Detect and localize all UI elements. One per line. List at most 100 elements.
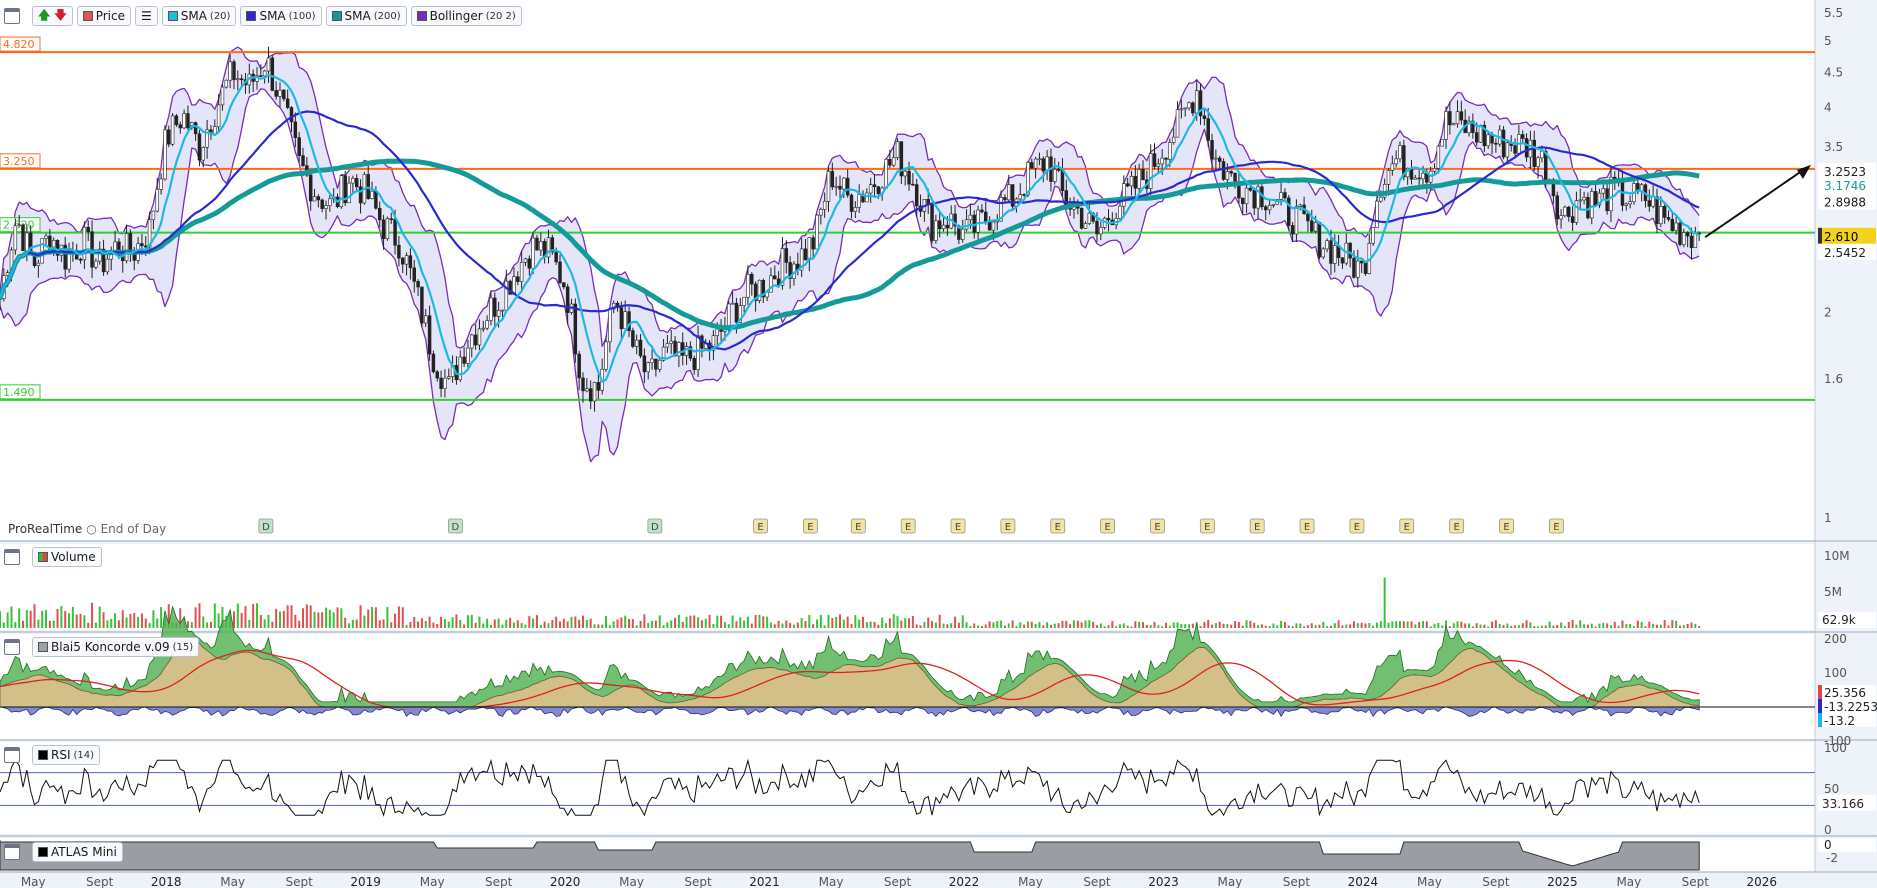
volume-bar (167, 604, 170, 628)
volume-bar (348, 623, 351, 628)
event-marker[interactable] (1150, 518, 1165, 534)
event-marker[interactable] (647, 518, 663, 534)
volume-bar (1046, 622, 1049, 628)
candle-body (819, 209, 823, 216)
candle-body (1628, 201, 1632, 205)
rsi-axis-tick: 0 (1824, 823, 1832, 837)
event-marker[interactable] (1349, 518, 1365, 534)
candle-body (592, 382, 597, 402)
price-type-button[interactable]: Price (76, 6, 131, 26)
candle-body (799, 248, 804, 271)
event-marker[interactable] (1299, 518, 1315, 534)
volume-bar (1682, 625, 1685, 628)
volume-bar (1506, 623, 1509, 628)
event-marker[interactable] (1399, 518, 1415, 534)
window-icon[interactable] (4, 747, 20, 763)
volume-bar (309, 605, 312, 628)
volume-bar (846, 616, 849, 628)
atlas-button[interactable]: ATLAS Mini (32, 842, 123, 862)
event-marker[interactable] (950, 518, 966, 534)
volume-bar (298, 620, 301, 628)
volume-bar (980, 625, 983, 628)
rsi-panel[interactable] (0, 742, 1815, 834)
volume-bar (248, 619, 251, 628)
event-marker[interactable] (900, 518, 916, 534)
volume-bar (1517, 625, 1520, 628)
event-marker[interactable] (1499, 518, 1514, 534)
trend-arrow-head (1797, 164, 1811, 179)
volume-bar (286, 605, 289, 628)
event-marker[interactable] (258, 518, 274, 534)
koncorde-button[interactable]: Blai5 Koncorde v.09 (15) (32, 637, 200, 657)
volume-button[interactable]: Volume (32, 547, 102, 567)
volume-bar (965, 622, 968, 628)
arrow-up-icon: 🡅 (38, 7, 51, 22)
event-marker[interactable] (1548, 518, 1564, 534)
candle-body (1394, 158, 1398, 165)
candle-body (427, 315, 432, 355)
x-axis-tick: May (21, 875, 46, 888)
trend-arrow-line (1704, 168, 1806, 239)
candle-body (320, 199, 324, 209)
candle-body (1578, 199, 1583, 202)
candle-body (1563, 206, 1567, 216)
event-marker[interactable] (1050, 518, 1066, 534)
last-price-value: 2.610 (1824, 230, 1858, 244)
candle-body (680, 342, 685, 356)
window-icon[interactable] (4, 639, 20, 655)
volume-panel[interactable] (0, 544, 1815, 630)
volume-bar (654, 620, 657, 628)
price-button[interactable]: 🡅 🡇 (32, 6, 73, 26)
candle-body (930, 204, 934, 241)
event-marker[interactable] (1249, 518, 1265, 534)
rsi-button[interactable]: RSI (14) (32, 745, 101, 765)
volume-bar (919, 625, 922, 628)
x-axis-tick: Sept (884, 875, 912, 888)
event-marker[interactable] (1100, 518, 1116, 534)
candle-body (634, 339, 639, 347)
indicator-sma100-button[interactable]: SMA (100) (240, 6, 322, 26)
bollinger-lower-value-edge (1818, 243, 1822, 260)
volume-bar (336, 607, 339, 628)
volume-bar (666, 622, 669, 628)
candle-body (968, 214, 973, 221)
volume-bar (489, 625, 492, 628)
event-marker[interactable] (1199, 518, 1215, 534)
volume-bar (1080, 622, 1083, 628)
volume-bar (1291, 626, 1294, 628)
indicator-bollinger-button[interactable]: Bollinger (20 2) (410, 6, 522, 26)
event-marker[interactable] (753, 518, 768, 534)
window-icon[interactable] (4, 844, 20, 860)
volume-bar (41, 610, 44, 628)
sma20-value: 2.8988 (1824, 196, 1866, 210)
candle-body (1225, 171, 1230, 180)
volume-bar (781, 623, 784, 628)
indicator-sma200-button[interactable]: SMA (200) (325, 6, 407, 26)
volume-bar (1544, 625, 1547, 628)
event-marker[interactable] (803, 518, 818, 534)
event-marker[interactable] (1000, 518, 1016, 534)
indicator-list-button[interactable]: ☰ (134, 6, 158, 26)
x-axis-tick: Sept (684, 875, 712, 888)
level-label-box (0, 36, 41, 52)
event-marker[interactable] (850, 518, 866, 534)
candle-body (1685, 232, 1690, 237)
indicator-sma20-button[interactable]: SMA (20) (161, 6, 237, 26)
volume-bar (79, 613, 82, 628)
candle-body (830, 171, 835, 188)
candle-body (1056, 169, 1061, 171)
sma20-value-box (1818, 193, 1876, 210)
event-marker-label: E (1354, 522, 1360, 533)
candle-body (1356, 260, 1360, 278)
candle-body (999, 197, 1003, 222)
window-icon[interactable] (4, 549, 20, 565)
volume-bar (1368, 622, 1371, 628)
candle-body (159, 178, 163, 190)
event-marker[interactable] (448, 518, 463, 534)
window-icon[interactable] (4, 8, 20, 24)
volume-bar (18, 608, 21, 628)
event-marker[interactable] (1449, 518, 1465, 534)
volume-bar (240, 612, 243, 628)
candle-body (688, 346, 693, 359)
